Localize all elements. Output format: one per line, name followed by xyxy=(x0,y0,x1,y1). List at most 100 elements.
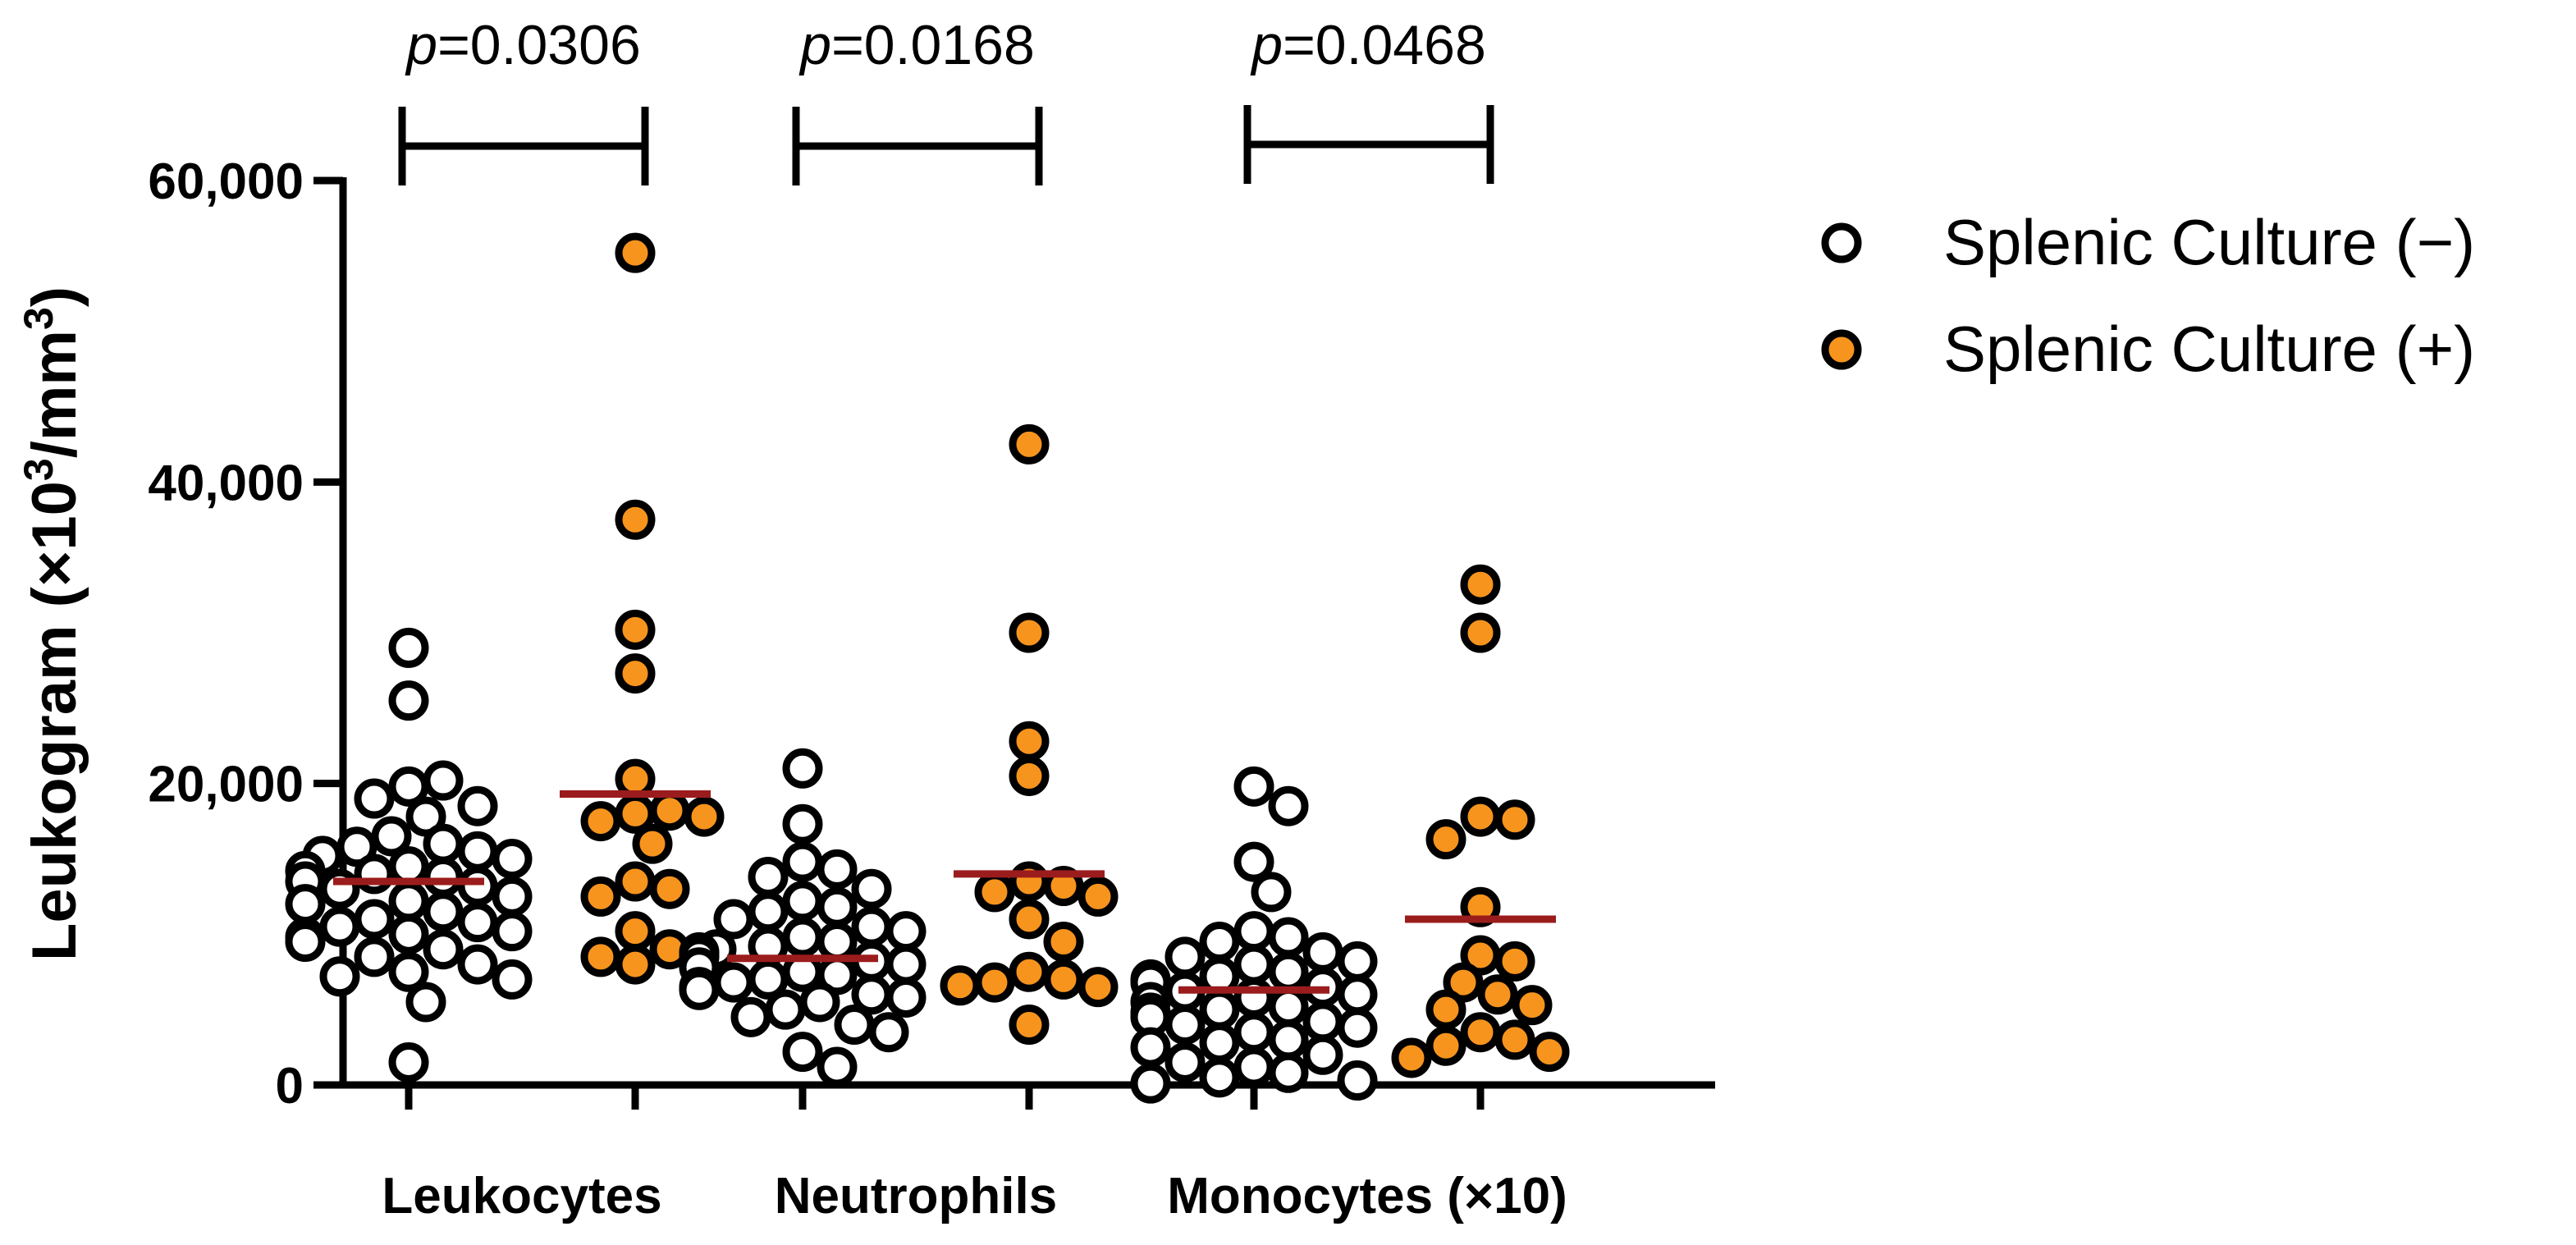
point-1-0-9 xyxy=(713,899,754,940)
y-axis-title-sup2: 3 xyxy=(16,307,62,330)
point-0-0-1 xyxy=(388,680,429,721)
point-0-0-18 xyxy=(457,866,498,907)
point-1-1-12 xyxy=(974,962,1015,1003)
point-1-0-33 xyxy=(868,1012,909,1053)
legend-label-positive: Splenic Culture (+) xyxy=(1943,313,2475,385)
legend: Splenic Culture (−) Splenic Culture (+) xyxy=(1821,206,2475,385)
point-1-1-6 xyxy=(974,872,1015,913)
point-2-0-24 xyxy=(1302,1001,1343,1042)
point-0-0-8 xyxy=(423,823,464,864)
point-1-0-13 xyxy=(817,922,858,963)
point-1-0-12 xyxy=(782,917,823,958)
point-1-1-1 xyxy=(1009,612,1050,653)
point-0-0-19 xyxy=(319,868,360,909)
y-tick-label-2: 40,000 xyxy=(148,455,304,511)
point-1-1-15 xyxy=(1009,1005,1050,1046)
point-2-0-27 xyxy=(1233,1012,1274,1053)
point-1-1-2 xyxy=(1009,721,1050,762)
y-axis-title: Leukogram (×103/mm3) xyxy=(16,286,89,961)
point-0-0-27 xyxy=(492,911,533,952)
p-value-symbol-2: p xyxy=(1250,14,1283,76)
y-tick-label-1: 20,000 xyxy=(148,757,304,813)
point-2-0-29 xyxy=(1199,1023,1240,1064)
y-axis-title-sup1: 3 xyxy=(16,458,62,481)
point-0-0-7 xyxy=(371,816,412,857)
point-0-1-0 xyxy=(615,232,656,273)
point-0-1-10 xyxy=(615,861,656,902)
point-0-0-25 xyxy=(457,902,498,943)
point-0-0-33 xyxy=(457,944,498,985)
point-1-0-31 xyxy=(730,996,771,1037)
point-0-0-37 xyxy=(405,982,446,1023)
point-2-1-14 xyxy=(1425,1025,1466,1066)
point-0-1-8 xyxy=(684,796,725,837)
point-1-0-35 xyxy=(817,1046,858,1087)
point-2-1-4 xyxy=(1425,819,1466,860)
point-1-1-10 xyxy=(1009,951,1050,992)
point-2-0-4 xyxy=(1233,911,1274,952)
point-0-1-7 xyxy=(580,801,621,842)
point-0-1-13 xyxy=(615,911,656,952)
point-2-0-25 xyxy=(1164,1005,1206,1046)
point-1-1-8 xyxy=(1009,899,1050,940)
legend-marker-positive xyxy=(1821,329,1862,370)
point-2-0-18 xyxy=(1233,977,1274,1018)
point-1-0-30 xyxy=(765,989,806,1030)
point-1-0-5 xyxy=(851,868,892,909)
p-value-number-0: =0.0306 xyxy=(437,14,641,76)
legend-label-negative: Splenic Culture (−) xyxy=(1943,206,2475,278)
point-1-1-13 xyxy=(1078,967,1119,1008)
point-0-0-3 xyxy=(423,760,464,801)
point-0-0-16 xyxy=(423,857,464,898)
point-2-0-6 xyxy=(1199,922,1240,963)
point-0-0-10 xyxy=(457,831,498,872)
point-1-1-5 xyxy=(1043,866,1084,907)
point-1-0-1 xyxy=(782,803,823,844)
point-1-0-10 xyxy=(851,906,892,947)
point-2-1-7 xyxy=(1494,941,1535,982)
point-0-1-11 xyxy=(649,868,690,909)
point-1-0-3 xyxy=(817,849,858,890)
point-0-1-16 xyxy=(615,944,656,985)
point-2-1-8 xyxy=(1443,962,1484,1003)
y-axis-title-suffix: ) xyxy=(20,286,89,307)
y-tick-label-0: 0 xyxy=(276,1058,304,1115)
point-1-0-8 xyxy=(748,891,789,932)
point-0-1-9 xyxy=(632,823,673,864)
point-0-1-2 xyxy=(615,609,656,650)
point-2-0-35 xyxy=(1199,1057,1240,1098)
p-value-label-0: p=0.0306 xyxy=(405,14,641,76)
p-value-symbol-1: p xyxy=(798,14,831,76)
mean-lines xyxy=(333,790,1556,994)
point-1-0-0 xyxy=(782,748,823,789)
point-0-0-22 xyxy=(285,884,326,925)
point-2-1-3 xyxy=(1494,799,1535,840)
point-2-0-28 xyxy=(1268,1019,1309,1060)
point-1-1-9 xyxy=(1043,922,1084,963)
p-value-number-1: =0.0168 xyxy=(831,14,1035,76)
point-1-1-3 xyxy=(1009,755,1050,796)
point-0-0-9 xyxy=(336,826,377,867)
point-2-0-30 xyxy=(1130,1027,1171,1068)
point-2-1-0 xyxy=(1460,564,1501,605)
point-1-1-7 xyxy=(1078,876,1119,917)
point-0-0-0 xyxy=(388,627,429,668)
point-2-1-5 xyxy=(1460,886,1501,927)
point-2-0-5 xyxy=(1268,917,1309,958)
point-0-0-36 xyxy=(492,959,533,1000)
point-1-0-34 xyxy=(782,1032,823,1073)
point-2-0-34 xyxy=(1268,1052,1309,1093)
point-0-0-4 xyxy=(354,778,395,819)
data-points xyxy=(285,232,1570,1104)
point-0-1-3 xyxy=(615,653,656,694)
point-2-1-16 xyxy=(1391,1037,1432,1078)
point-1-0-32 xyxy=(834,1005,875,1046)
point-0-1-15 xyxy=(580,936,621,977)
legend-marker-negative xyxy=(1821,222,1862,263)
point-2-0-2 xyxy=(1233,841,1274,882)
point-2-0-10 xyxy=(1233,944,1274,985)
point-2-0-0 xyxy=(1233,766,1274,807)
point-1-1-4 xyxy=(1009,861,1050,902)
point-0-1-6 xyxy=(649,790,690,831)
